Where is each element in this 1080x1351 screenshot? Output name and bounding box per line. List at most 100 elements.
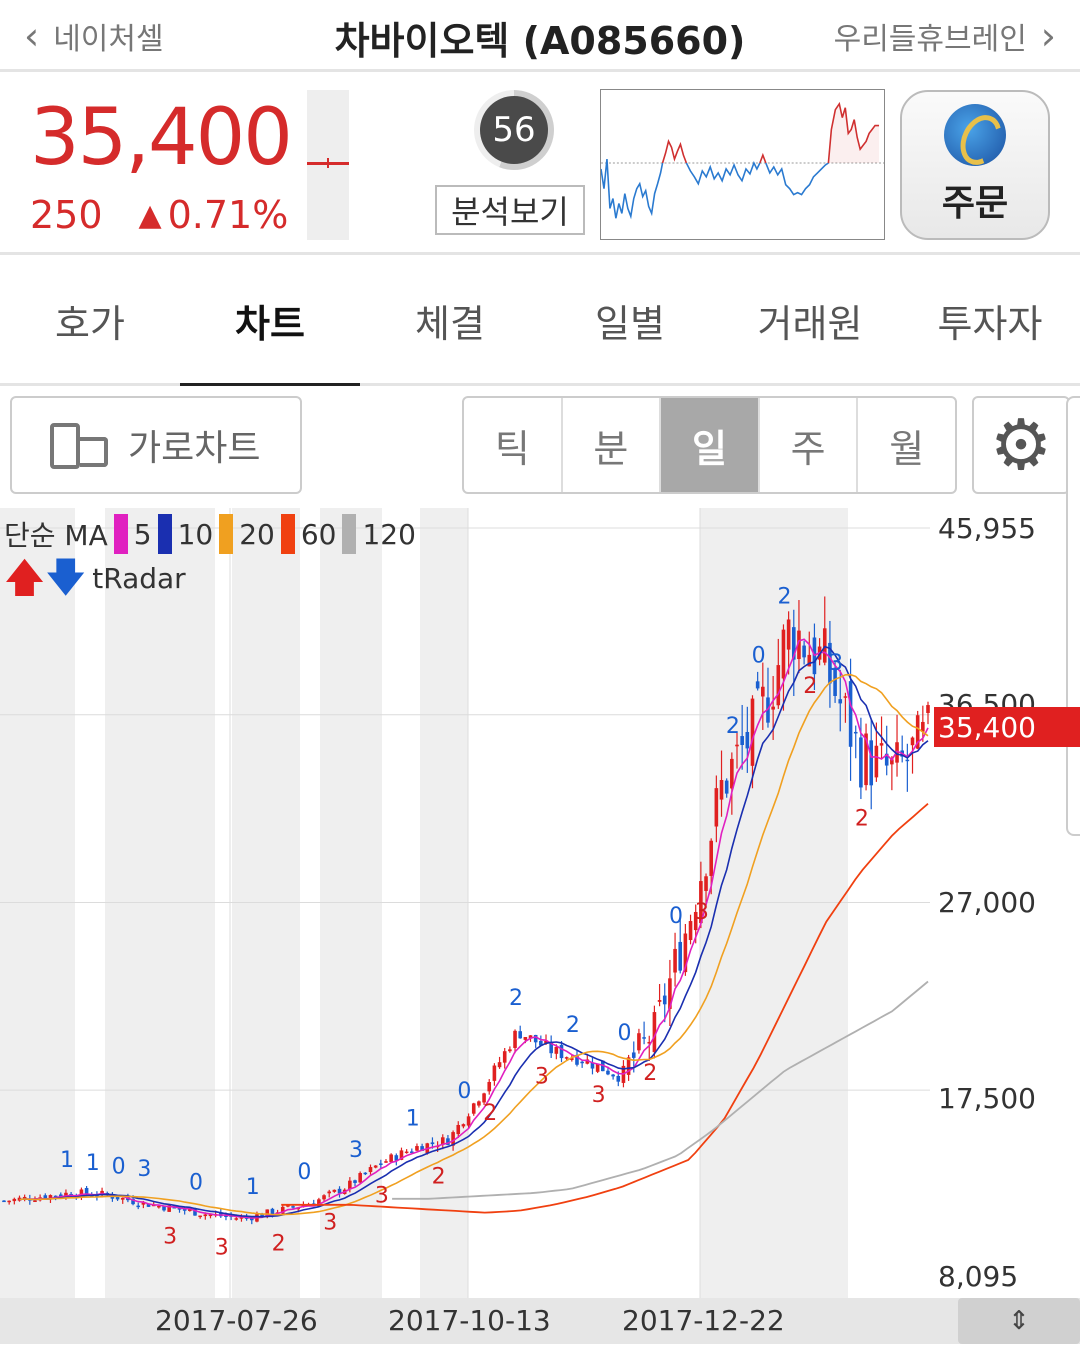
change-amount: 250 — [30, 193, 103, 237]
candle-body — [869, 740, 874, 786]
candle-body — [724, 780, 729, 794]
rotate-device-icon — [50, 419, 110, 471]
candle-body — [884, 753, 889, 766]
candle-body — [539, 1040, 543, 1046]
candle-body — [358, 1173, 362, 1183]
candle-body — [193, 1207, 197, 1216]
candle-body — [461, 1124, 466, 1127]
candle-body — [833, 667, 837, 696]
candle-body — [265, 1209, 270, 1217]
x-tick-label: 2017-10-13 — [388, 1304, 551, 1337]
candle-body — [327, 1191, 332, 1194]
candle-body — [838, 699, 843, 704]
up-triangle-icon: ▲ — [138, 197, 162, 233]
tradar-signal-label: 2 — [855, 806, 869, 831]
tradar-signal-label: 1 — [246, 1175, 260, 1200]
candle-body — [642, 1037, 646, 1039]
tab-brokers[interactable]: 거래원 — [757, 302, 863, 346]
candle-body — [518, 1031, 523, 1039]
candle-body — [384, 1161, 388, 1163]
order-button[interactable]: 주문 — [900, 90, 1050, 240]
next-stock-link[interactable]: 우리들휴브레인 › — [834, 14, 1056, 58]
period-week[interactable]: 주 — [760, 398, 859, 492]
candle-body — [440, 1137, 445, 1145]
candle-body — [466, 1116, 471, 1126]
detail-tabs: 호가 차트 체결 일별 거래원 투자자 — [0, 258, 1080, 386]
candle-body — [415, 1146, 419, 1151]
tab-investors[interactable]: 투자자 — [937, 302, 1043, 346]
prev-stock-link[interactable]: ‹ 네이처셀 — [24, 14, 164, 58]
candle-body — [797, 630, 801, 660]
candle-body — [239, 1217, 244, 1219]
candle-body — [528, 1035, 533, 1039]
period-day[interactable]: 일 — [661, 398, 760, 492]
arrow-up-icon: 🡅 — [4, 555, 46, 601]
candle-body — [280, 1206, 285, 1214]
candle-body — [606, 1070, 610, 1075]
ma10-swatch — [157, 514, 172, 554]
ma5-swatch — [113, 514, 128, 554]
mini-candle — [307, 90, 349, 240]
candle-body — [580, 1061, 584, 1064]
candle-body — [249, 1218, 254, 1221]
candle-body — [905, 759, 910, 762]
candle-body — [652, 1012, 657, 1053]
candle-body — [786, 619, 791, 650]
candle-body — [549, 1041, 553, 1054]
period-month[interactable]: 월 — [889, 426, 925, 471]
candle-body — [864, 733, 868, 786]
candle-body — [564, 1057, 569, 1059]
chevron-right-icon: › — [1040, 14, 1056, 58]
y-tick-label: 27,000 — [938, 886, 1036, 919]
candle-body — [508, 1049, 512, 1052]
candle-body — [699, 881, 703, 924]
candle-body — [115, 1196, 120, 1200]
candle-body — [776, 665, 781, 706]
tradar-signal-label: 0 — [189, 1171, 203, 1196]
chart-settings-button[interactable]: ⚙ — [972, 396, 1070, 494]
candle-body — [198, 1215, 202, 1218]
chevron-left-icon: ‹ — [24, 14, 40, 58]
month-band — [105, 508, 215, 1298]
tab-chart[interactable]: 차트 — [180, 258, 360, 386]
candle-body — [497, 1062, 502, 1068]
period-tick[interactable]: 틱 — [464, 398, 563, 492]
candle-body — [58, 1194, 63, 1197]
candle-body — [477, 1101, 481, 1106]
analysis-button[interactable]: 분석보기 — [435, 185, 585, 235]
tab-daily[interactable]: 일별 — [595, 302, 665, 346]
ma60-swatch — [280, 514, 295, 554]
tradar-signal-label: 3 — [695, 900, 709, 925]
candle-body — [616, 1075, 621, 1082]
ma120-line — [392, 980, 929, 1200]
candle-body — [874, 745, 879, 778]
candle-body — [286, 1205, 290, 1207]
candle-body — [730, 758, 734, 789]
tab-orderbook[interactable]: 호가 — [55, 302, 125, 346]
chart-scroll-handle[interactable]: ⇕ — [958, 1298, 1080, 1344]
landscape-chart-button[interactable]: 가로차트 — [10, 396, 302, 494]
tradar-signal-label: 1 — [60, 1148, 74, 1173]
tradar-signal-label: 2 — [272, 1231, 286, 1256]
candle-body — [234, 1218, 239, 1220]
landscape-chart-label: 가로차트 — [128, 428, 261, 469]
tradar-signal-label: 3 — [592, 1083, 606, 1108]
candle-body — [709, 840, 713, 876]
candle-body — [404, 1151, 409, 1154]
tab-trades[interactable]: 체결 — [415, 302, 485, 346]
candle-body — [492, 1065, 497, 1081]
candle-body — [533, 1034, 538, 1043]
tradar-signal-label: 0 — [297, 1160, 311, 1185]
mini-candle-wick — [327, 158, 329, 168]
candle-body — [317, 1199, 321, 1207]
candle-body — [879, 743, 884, 746]
tradar-signal-label: 3 — [323, 1210, 337, 1235]
price-change: 250 ▲ 0.71% — [30, 193, 288, 237]
candle-body — [714, 788, 719, 827]
analysis-score-ring[interactable]: 56 — [474, 90, 554, 170]
candle-body — [910, 737, 915, 746]
candle-body — [182, 1208, 187, 1211]
ma60-label: 60 — [300, 517, 337, 551]
period-minute[interactable]: 분 — [563, 398, 662, 492]
